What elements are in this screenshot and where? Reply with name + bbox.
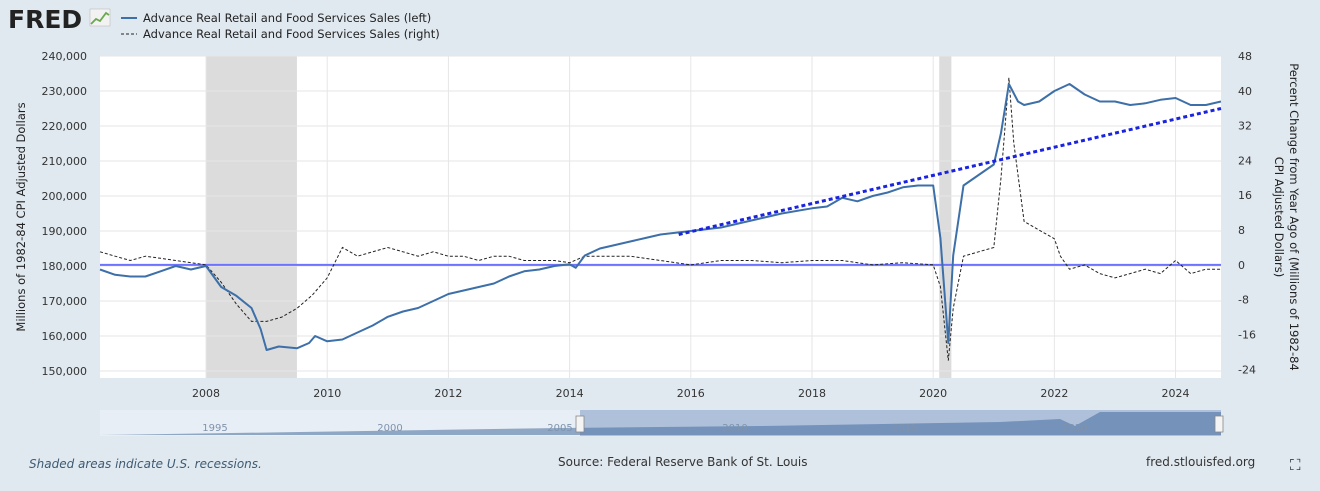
y-tick-label-right: -8: [1238, 294, 1249, 307]
legend-label-left: Advance Real Retail and Food Services Sa…: [143, 11, 431, 25]
navigator-left-handle[interactable]: [575, 415, 585, 433]
y-tick-label-left: 180,000: [42, 260, 88, 273]
y-tick-label-right: -24: [1238, 363, 1256, 376]
y-tick-label-right: 8: [1238, 224, 1245, 237]
y-tick-label-right: -16: [1238, 328, 1256, 341]
logo-text: FRED: [8, 5, 82, 34]
series-line-left: [99, 83, 1222, 351]
recession-note: Shaded areas indicate U.S. recessions.: [29, 457, 262, 471]
y-tick-label-left: 150,000: [42, 365, 88, 378]
navigator-label: 2005: [547, 423, 572, 434]
logo-graph-icon: [89, 8, 111, 27]
y-tick-label-left: 200,000: [42, 190, 88, 203]
x-tick-label: 2022: [1040, 387, 1068, 400]
range-navigator[interactable]: 1995 2000 2005 2010 2015 2020: [100, 410, 1224, 436]
fullscreen-icon[interactable]: ⛶: [1290, 456, 1301, 474]
x-tick-label: 2010: [313, 387, 341, 400]
navigator-label: 2015: [892, 423, 917, 434]
source-text: Source: Federal Reserve Bank of St. Loui…: [558, 455, 808, 469]
navigator-label: 1995: [202, 423, 227, 434]
legend: Advance Real Retail and Food Services Sa…: [121, 11, 440, 41]
series-line-right: [99, 77, 1221, 361]
navigator-selection[interactable]: [580, 410, 1221, 436]
y-tick-label-left: 170,000: [42, 295, 88, 308]
y-tick-label-right: 0: [1238, 259, 1245, 272]
x-tick-label: 2020: [919, 387, 947, 400]
x-tick-label: 2012: [434, 387, 462, 400]
x-tick-label: 2008: [192, 387, 220, 400]
y-tick-label-left: 160,000: [42, 330, 88, 343]
y-tick-label-right: 24: [1238, 154, 1252, 167]
x-tick-label: 2018: [798, 387, 826, 400]
y-tick-label-left: 240,000: [42, 50, 88, 63]
y-tick-label-right: 40: [1238, 85, 1252, 98]
navigator-area: [100, 412, 1221, 435]
recession-band: [206, 56, 297, 378]
y-axis-label-left: Millions of 1982-84 CPI Adjusted Dollars: [14, 102, 28, 331]
legend-label-right: Advance Real Retail and Food Services Sa…: [143, 27, 440, 41]
y-tick-label-right: 16: [1238, 189, 1252, 202]
site-link[interactable]: fred.stlouisfed.org: [1146, 455, 1256, 469]
trend-line: [678, 107, 1222, 236]
x-tick-label: 2024: [1162, 387, 1190, 400]
x-tick-label: 2014: [556, 387, 584, 400]
fred-logo[interactable]: FRED: [8, 5, 111, 34]
y-tick-label-left: 210,000: [42, 155, 88, 168]
x-tick-label: 2016: [677, 387, 705, 400]
y-tick-label-left: 190,000: [42, 225, 88, 238]
y-tick-label-left: 220,000: [42, 120, 88, 133]
navigator-right-handle[interactable]: [1214, 415, 1224, 433]
y-tick-label-left: 230,000: [42, 85, 88, 98]
recession-band: [939, 56, 952, 378]
y-tick-label-right: 48: [1238, 50, 1252, 63]
navigator-label: 2010: [722, 423, 747, 434]
y-axis-label-right-line2: CPI Adjusted Dollars): [1272, 157, 1286, 278]
y-tick-label-right: 32: [1238, 120, 1252, 133]
y-axis-label-right-line1: Percent Change from Year Ago of (Million…: [1287, 63, 1301, 371]
navigator-label: 2000: [377, 423, 402, 434]
navigator-label: 2020: [1062, 423, 1087, 434]
